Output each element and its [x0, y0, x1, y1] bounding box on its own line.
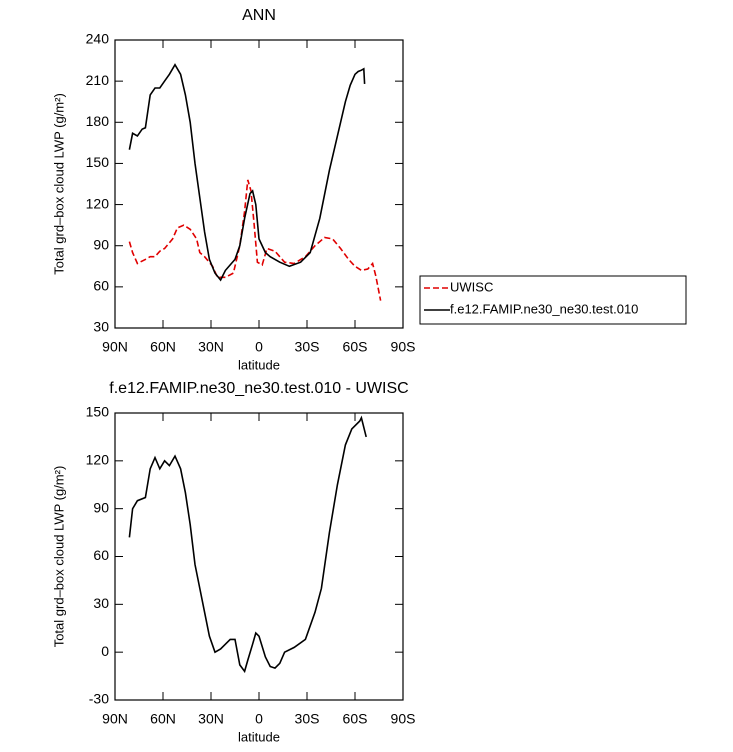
y-axis-label: Total grd–box cloud LWP (g/m²): [51, 93, 66, 275]
x-tick-label: 60N: [150, 339, 176, 355]
x-tick-label: 60N: [150, 711, 176, 727]
y-tick-label: 120: [86, 452, 110, 468]
x-tick-label: 90S: [391, 711, 416, 727]
x-tick-label: 30N: [198, 711, 224, 727]
y-tick-label: 60: [93, 278, 109, 294]
y-tick-label: 180: [86, 113, 110, 129]
y-axis-label: Total grd–box cloud LWP (g/m²): [51, 466, 66, 648]
y-tick-label: -30: [89, 691, 109, 707]
chart-title: f.e12.FAMIP.ne30_ne30.test.010 - UWISC: [109, 380, 408, 397]
y-tick-label: 90: [93, 236, 109, 252]
x-tick-label: 30N: [198, 339, 224, 355]
legend-box: [419, 275, 687, 325]
data-line: [128, 63, 366, 282]
x-tick-label: 90S: [391, 339, 416, 355]
chart-title: ANN: [242, 7, 276, 24]
x-tick-label: 30S: [295, 339, 320, 355]
x-tick-label: 30S: [295, 711, 320, 727]
x-tick-label: 60S: [343, 339, 368, 355]
legend-label: f.e12.FAMIP.ne30_ne30.test.010: [450, 301, 638, 316]
plot-frame: [114, 412, 404, 701]
y-tick-label: 30: [93, 319, 109, 335]
y-tick-label: 0: [101, 643, 109, 659]
y-tick-label: 60: [93, 547, 109, 563]
x-tick-label: 90N: [102, 339, 128, 355]
y-tick-label: 30: [93, 595, 109, 611]
x-tick-label: 90N: [102, 711, 128, 727]
x-tick-label: 60S: [343, 711, 368, 727]
y-tick-label: 150: [86, 154, 110, 170]
plot-frame: [114, 39, 404, 329]
y-tick-label: 210: [86, 72, 110, 88]
x-axis-label: latitude: [238, 729, 280, 744]
x-tick-label: 0: [255, 339, 263, 355]
data-line: [128, 415, 367, 674]
data-line: [128, 179, 382, 301]
y-tick-label: 120: [86, 195, 110, 211]
y-tick-label: 90: [93, 499, 109, 515]
x-axis-label: latitude: [238, 357, 280, 372]
y-tick-label: 240: [86, 31, 110, 47]
y-tick-label: 150: [86, 404, 110, 420]
x-tick-label: 0: [255, 711, 263, 727]
legend-label: UWISC: [450, 279, 493, 294]
